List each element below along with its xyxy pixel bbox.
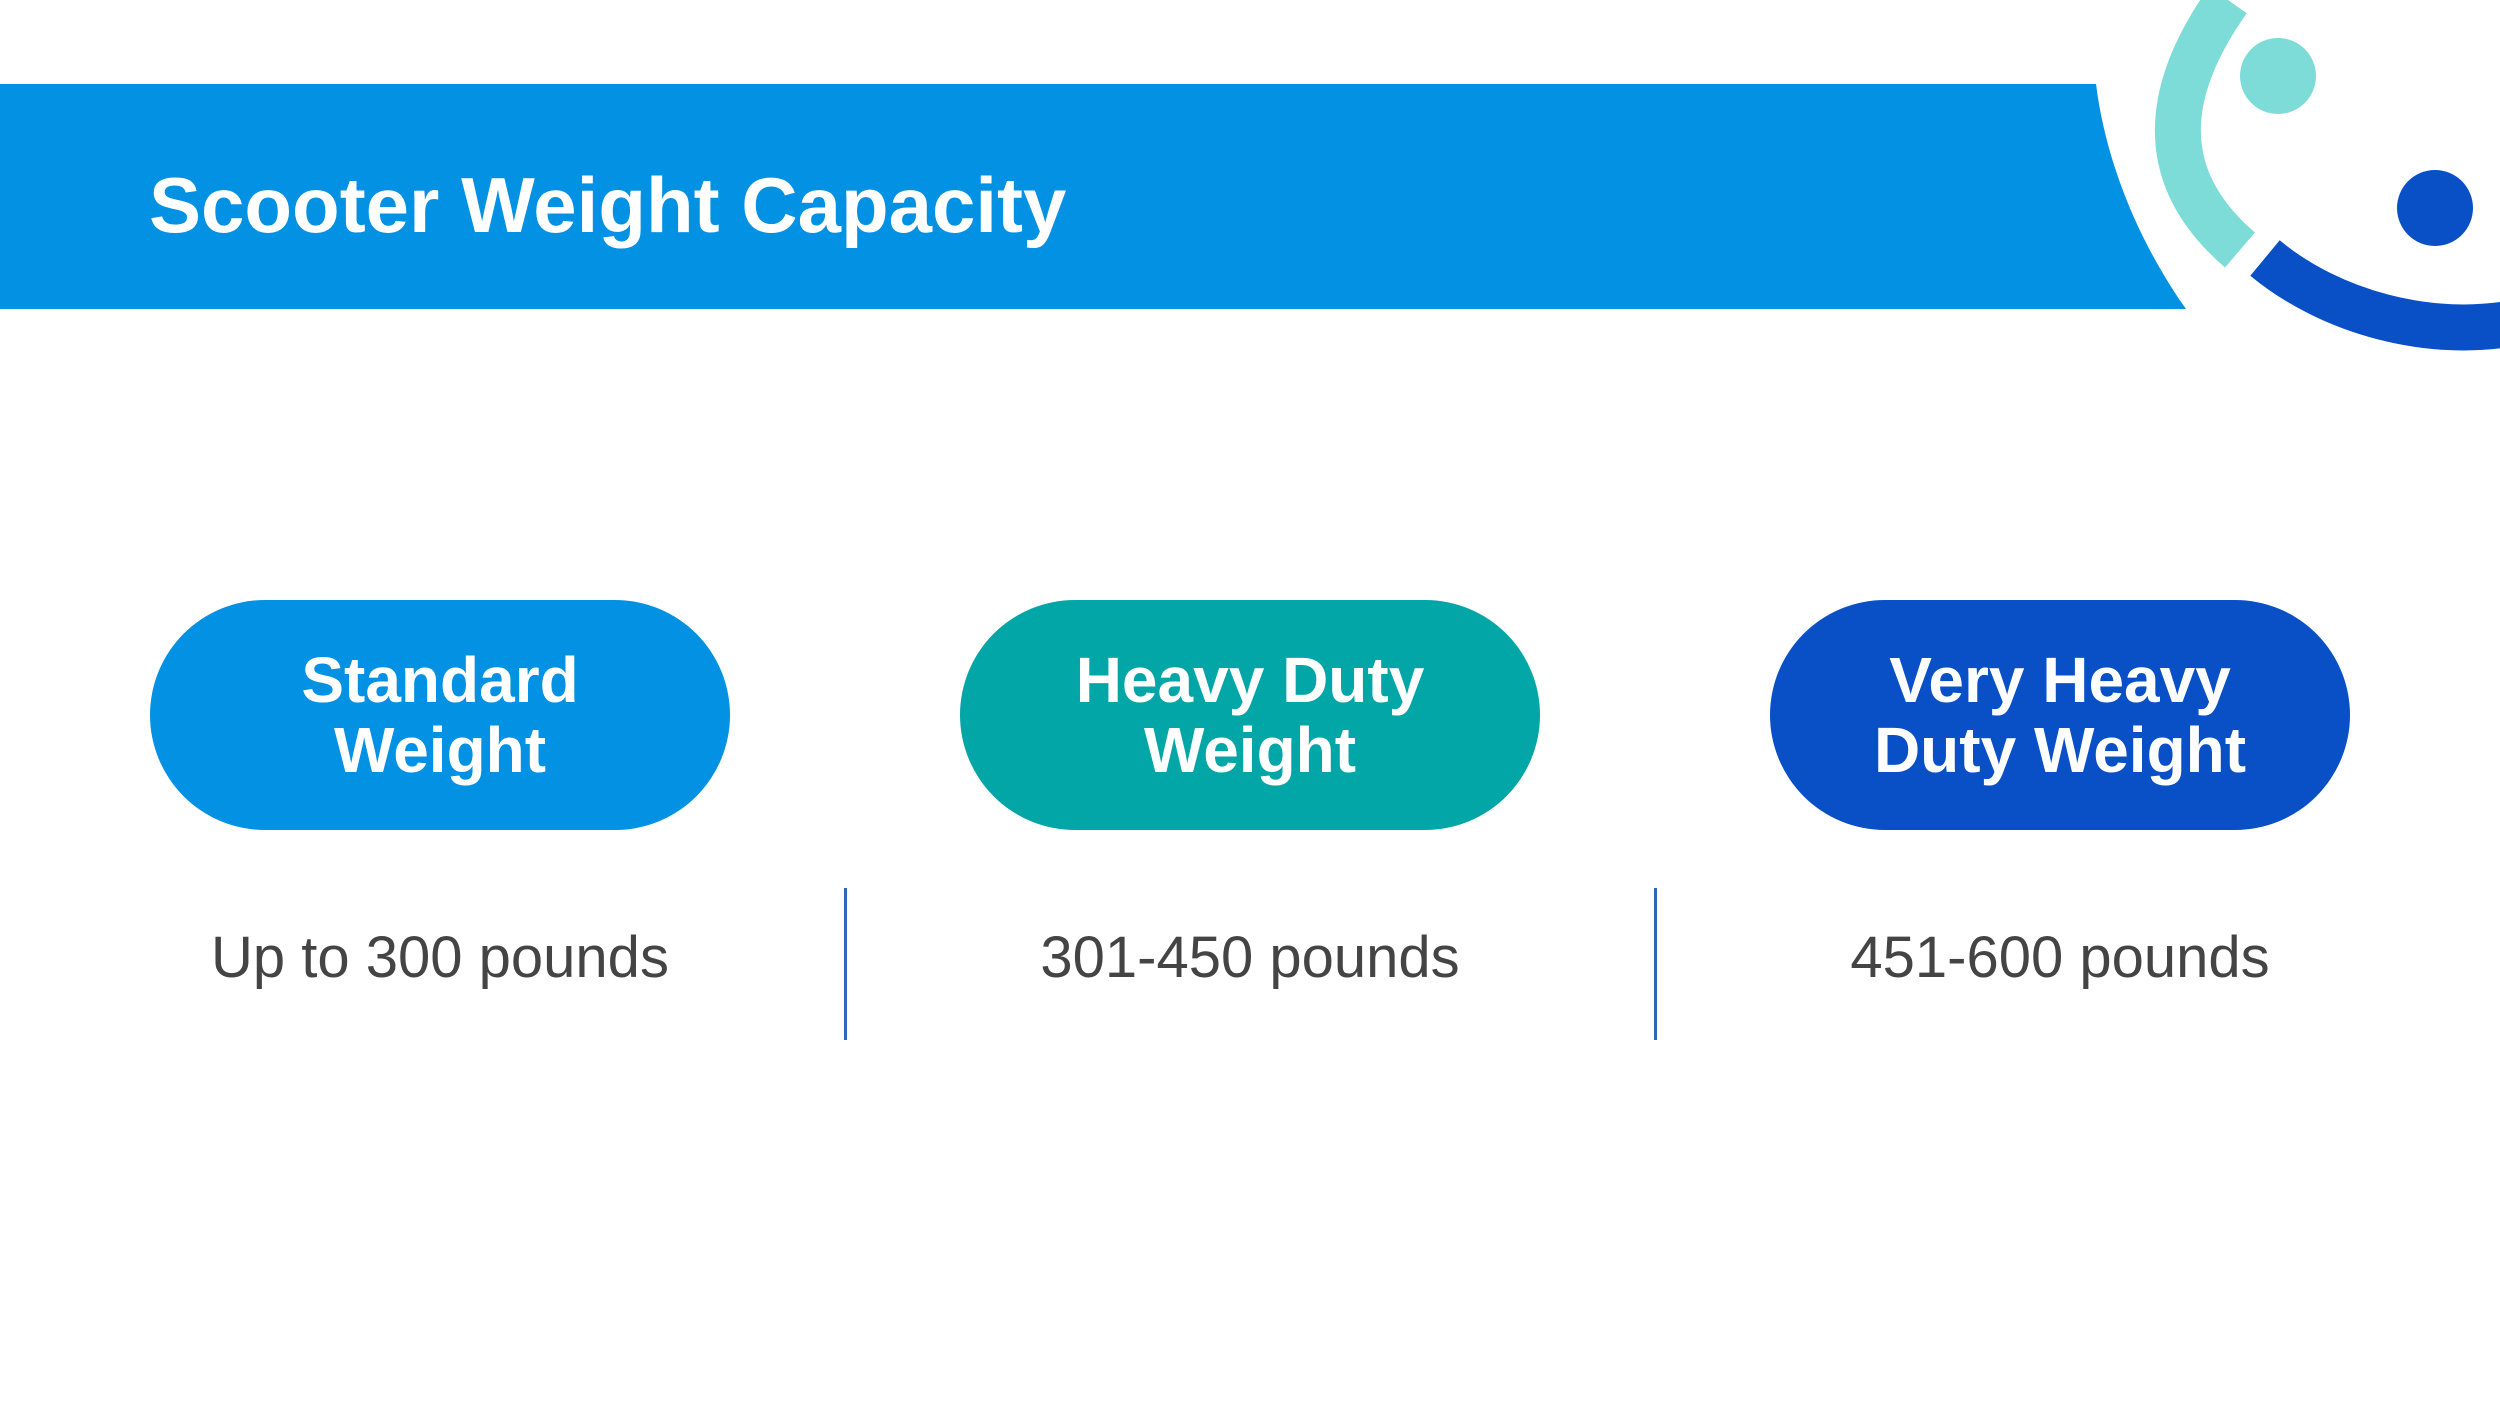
category-label-line: Very Heavy	[1889, 644, 2231, 716]
category-label-standard: Standard Weight	[301, 645, 578, 785]
category-label-very-heavy-duty: Very Heavy Duty Weight	[1874, 645, 2246, 785]
category-pill-very-heavy-duty: Very Heavy Duty Weight	[1770, 600, 2350, 830]
category-pill-standard: Standard Weight	[150, 600, 730, 830]
capacity-value-very-heavy-duty: 451-600 pounds	[1850, 925, 2270, 990]
category-label-line: Standard	[301, 644, 579, 716]
category-label-line: Weight	[333, 714, 547, 786]
capacity-value-standard: Up to 300 pounds	[211, 925, 669, 990]
corner-decoration	[2100, 0, 2500, 360]
teal-dot-shape	[2240, 38, 2316, 114]
capacity-value-heavy-duty: 301-450 pounds	[1040, 925, 1460, 990]
header-band	[0, 84, 2500, 309]
teal-arc-shape	[2154, 0, 2256, 268]
category-label-line: Heavy Duty	[1075, 644, 1425, 716]
navy-arc-shape	[2250, 240, 2500, 351]
category-pill-heavy-duty: Heavy Duty Weight	[960, 600, 1540, 830]
column-divider	[844, 888, 847, 1040]
column-divider	[1654, 888, 1657, 1040]
category-label-line: Weight	[1143, 714, 1357, 786]
header-band-shape	[0, 84, 2186, 309]
navy-dot-shape	[2397, 170, 2473, 246]
slide-title: Scooter Weight Capacity	[149, 161, 1067, 249]
category-label-line: Duty Weight	[1873, 714, 2247, 786]
category-label-heavy-duty: Heavy Duty Weight	[1076, 645, 1425, 785]
